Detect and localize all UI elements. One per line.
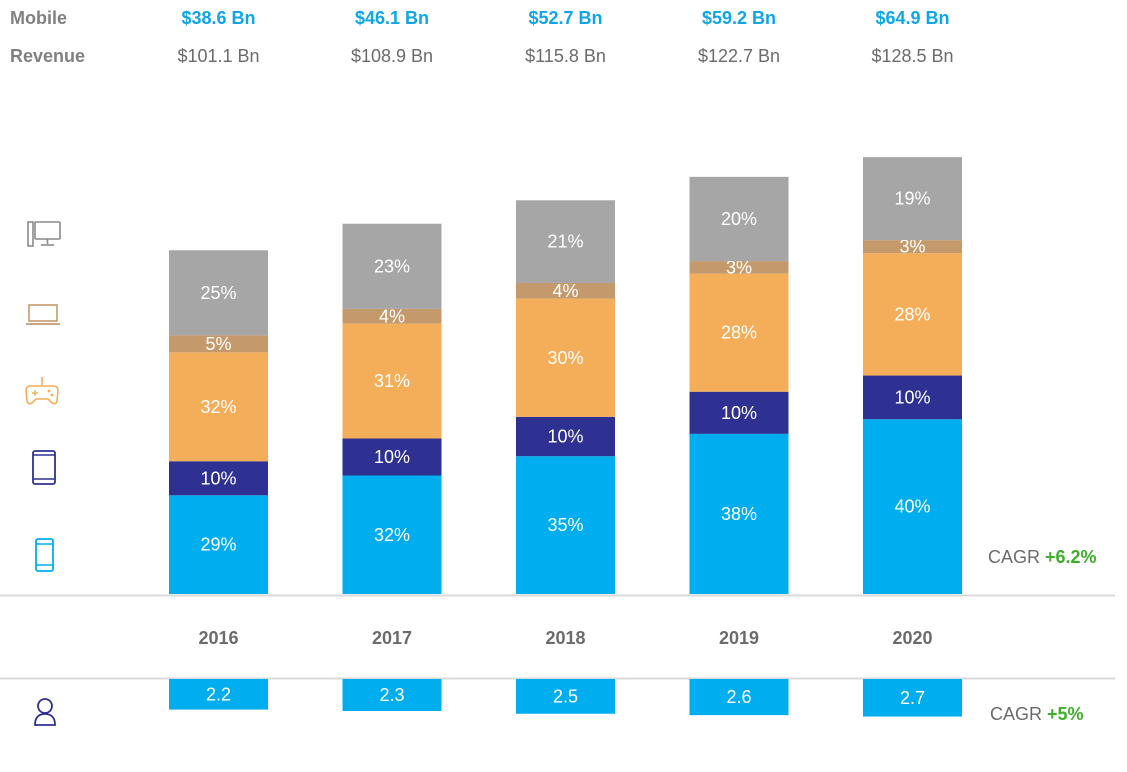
- laptop-segment-label: 3%: [726, 257, 752, 277]
- tablet-segment-label: 10%: [547, 427, 583, 447]
- phone-icon: [35, 538, 54, 572]
- total-revenue-row: $101.1 Bn $108.9 Bn $115.8 Bn $122.7 Bn $128…: [177, 46, 953, 66]
- year-label: 2020: [892, 628, 932, 648]
- users-bar: [516, 679, 615, 714]
- laptop-segment: [169, 335, 268, 353]
- tablet-segment: [689, 391, 789, 434]
- laptop-segment: [342, 308, 442, 324]
- desktop-icon: [27, 221, 61, 247]
- total-revenue-value: $101.1 Bn: [177, 46, 259, 66]
- smartphone-segment-label: 32%: [374, 525, 410, 545]
- year-label: 2017: [372, 628, 412, 648]
- pc-segment-label: 21%: [547, 232, 583, 252]
- revenue-row-label: Revenue: [10, 46, 85, 66]
- year-label: 2018: [545, 628, 585, 648]
- tablet-segment-label: 10%: [200, 468, 236, 488]
- pc-segment: [342, 223, 442, 309]
- tablet-segment: [342, 438, 442, 476]
- users-bar: [689, 679, 789, 716]
- mobile-revenue-row: $38.6 Bn $46.1 Bn $52.7 Bn $59.2 Bn $64.9 Bn: [181, 8, 949, 28]
- pc-segment: [689, 176, 789, 262]
- mobile-revenue-value: $52.7 Bn: [528, 8, 602, 28]
- console-segment-label: 28%: [894, 304, 930, 324]
- mobile-revenue-value: $38.6 Bn: [181, 8, 255, 28]
- tablet-segment-label: 10%: [894, 387, 930, 407]
- year-axis: 2016 2017 2018 2019 2020: [198, 628, 932, 648]
- console-segment-label: 32%: [200, 397, 236, 417]
- users-bar-label: 2.2: [206, 684, 231, 704]
- users-bar-label: 2.6: [726, 687, 751, 707]
- total-revenue-value: $128.5 Bn: [871, 46, 953, 66]
- pc-segment-label: 20%: [721, 209, 757, 229]
- laptop-segment: [689, 261, 789, 274]
- console-segment: [516, 298, 615, 417]
- total-revenue-value: $115.8 Bn: [525, 46, 606, 66]
- smartphone-segment-label: 38%: [721, 504, 757, 524]
- laptop-segment-label: 4%: [379, 306, 405, 326]
- laptop-segment-label: 5%: [205, 334, 231, 354]
- console-segment-label: 28%: [721, 323, 757, 343]
- mobile-revenue-value: $59.2 Bn: [702, 8, 776, 28]
- users-bar: [169, 679, 268, 710]
- smartphone-segment: [342, 475, 442, 594]
- user-bars: 2.2 2.3 2.5 2.6 2.7: [169, 679, 962, 717]
- smartphone-segment-label: 35%: [547, 515, 583, 535]
- tablet-segment: [169, 461, 268, 496]
- gamepad-icon: [25, 377, 59, 405]
- smartphone-segment: [863, 419, 962, 594]
- users-bar-label: 2.3: [379, 685, 404, 705]
- users-cagr: CAGR +5%: [990, 704, 1084, 724]
- laptop-segment-label: 3%: [899, 237, 925, 257]
- console-segment: [169, 352, 268, 462]
- year-label: 2016: [198, 628, 238, 648]
- pc-segment: [169, 250, 268, 336]
- revenue-cagr: CAGR +6.2%: [988, 547, 1097, 567]
- smartphone-segment-label: 40%: [894, 497, 930, 517]
- smartphone-segment: [169, 495, 268, 594]
- laptop-segment-label: 4%: [552, 281, 578, 301]
- pc-segment: [863, 157, 962, 241]
- console-segment: [689, 273, 789, 392]
- users-bar: [863, 679, 962, 717]
- tablet-segment: [516, 416, 615, 457]
- console-segment-label: 31%: [374, 371, 410, 391]
- pc-segment-label: 19%: [894, 189, 930, 209]
- laptop-segment: [863, 240, 962, 254]
- tablet-segment: [863, 375, 962, 420]
- users-bar: [342, 679, 442, 711]
- console-segment: [342, 323, 442, 439]
- users-bar-label: 2.5: [553, 686, 578, 706]
- smartphone-segment-label: 29%: [200, 535, 236, 555]
- users-bar-label: 2.7: [900, 688, 925, 708]
- console-segment: [863, 253, 962, 376]
- pc-segment-label: 25%: [200, 283, 236, 303]
- stacked-bars: 29% 10% 32% 5% 25% 32% 10% 31% 4% 23% 35% 10% 30% 4% 2…: [169, 157, 962, 594]
- total-revenue-value: $108.9 Bn: [351, 46, 433, 66]
- mobile-revenue-value: $46.1 Bn: [355, 8, 429, 28]
- tablet-icon: [32, 450, 56, 485]
- laptop-segment: [516, 282, 615, 299]
- tablet-segment-label: 10%: [721, 403, 757, 423]
- smartphone-segment: [689, 433, 789, 594]
- smartphone-segment: [516, 456, 615, 594]
- console-segment-label: 30%: [547, 348, 583, 368]
- tablet-segment-label: 10%: [374, 447, 410, 467]
- mobile-row-label: Mobile: [10, 8, 67, 28]
- mobile-revenue-value: $64.9 Bn: [875, 8, 949, 28]
- pc-segment-label: 23%: [374, 256, 410, 276]
- pc-segment: [516, 200, 615, 283]
- user-icon: [34, 698, 56, 726]
- laptop-icon: [26, 304, 60, 325]
- year-label: 2019: [719, 628, 759, 648]
- total-revenue-value: $122.7 Bn: [698, 46, 780, 66]
